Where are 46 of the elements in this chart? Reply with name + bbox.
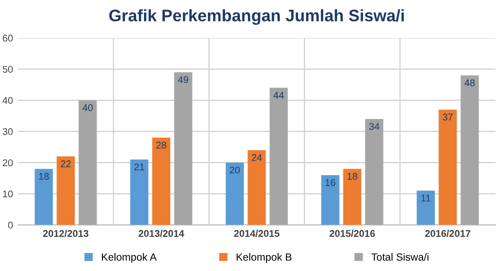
bar (321, 175, 340, 225)
bar (78, 100, 97, 225)
y-tick-label: 0 (8, 222, 13, 229)
data-label: 40 (82, 104, 93, 112)
bar (438, 110, 457, 225)
chart-title: Grafik Perkembangan Jumlah Siswa/i (109, 9, 404, 25)
y-tick-label: 60 (2, 34, 13, 42)
data-label: 21 (134, 163, 144, 170)
bar (416, 190, 435, 225)
x-tick-label: 2016/2017 (425, 230, 470, 238)
data-label: 48 (464, 79, 475, 86)
legend-label: Kelompok B (236, 253, 292, 263)
bar (343, 168, 362, 225)
bar (365, 118, 384, 225)
y-tick-label: 10 (3, 190, 13, 198)
data-label: 18 (348, 172, 358, 180)
legend-label: Kelompok A (102, 253, 157, 263)
bar (270, 88, 288, 225)
y-tick-label: 50 (2, 66, 13, 73)
data-label: 37 (442, 114, 453, 120)
bar (248, 150, 266, 225)
data-label: 22 (60, 160, 71, 168)
legend-label: Total Siswa/i (371, 253, 428, 261)
data-label: 11 (421, 194, 430, 202)
data-label: 49 (178, 76, 188, 84)
data-label: 20 (230, 166, 240, 174)
bar (460, 75, 479, 225)
data-label: 34 (369, 122, 380, 130)
x-tick-label: 2013/2014 (138, 230, 184, 238)
bar (174, 72, 192, 225)
x-tick-label: 2012/2013 (43, 230, 88, 238)
bar (34, 168, 53, 225)
bar (226, 162, 244, 225)
data-label: 28 (156, 142, 166, 149)
data-label: 18 (39, 172, 49, 180)
data-label: 44 (274, 92, 284, 99)
x-tick-label: 2014/2015 (234, 230, 280, 238)
bar (130, 159, 148, 225)
bar (56, 156, 75, 225)
y-tick-label: 20 (2, 159, 13, 166)
data-label: 24 (252, 154, 262, 161)
x-tick-label: 2015/2016 (330, 230, 375, 238)
y-tick-label: 30 (2, 128, 13, 136)
bar (152, 138, 170, 225)
data-label: 16 (326, 179, 336, 186)
y-tick-label: 40 (2, 97, 13, 104)
